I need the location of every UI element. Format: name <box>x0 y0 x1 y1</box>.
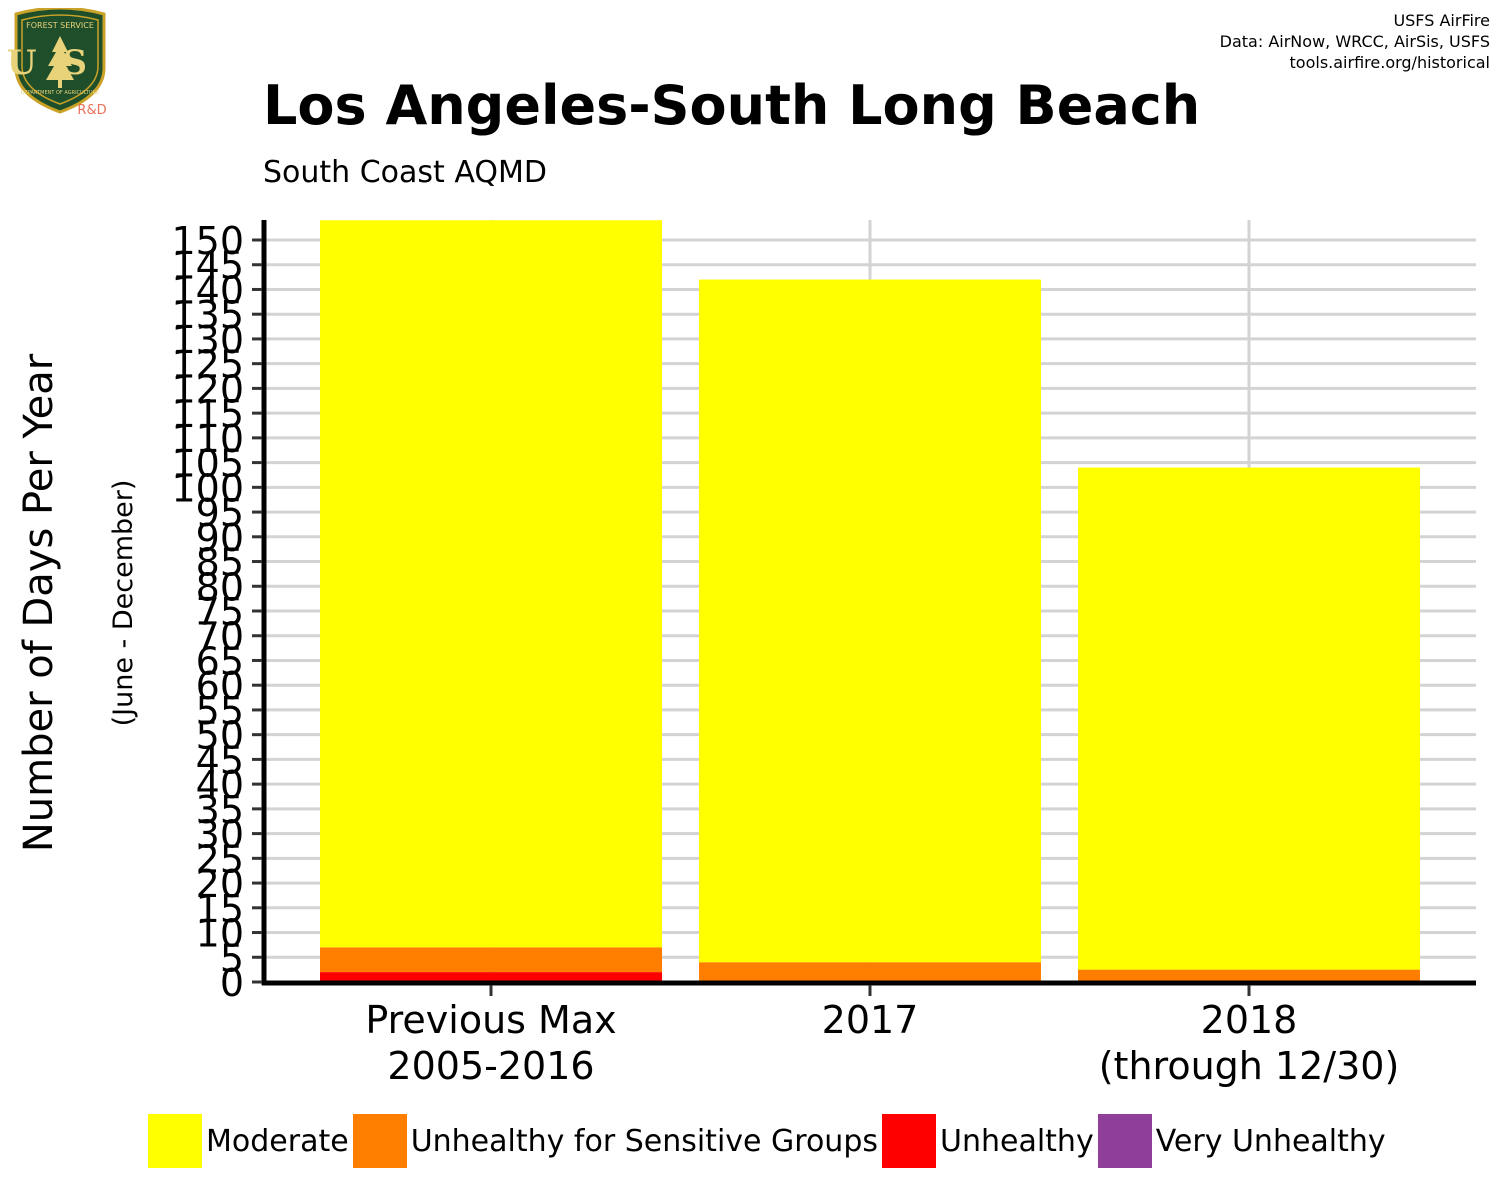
y-tick-label: 5 <box>220 936 244 980</box>
bar-segment <box>320 972 662 982</box>
bar-segment <box>320 220 662 948</box>
legend-label: Unhealthy for Sensitive Groups <box>410 1123 878 1159</box>
y-tick-label: 70 <box>196 615 244 659</box>
y-tick-label: 45 <box>196 738 244 782</box>
legend: Moderate Unhealthy for Sensitive Groups Un… <box>148 1113 1390 1169</box>
logo-rd-tag: R&D <box>77 103 106 118</box>
x-tick-label: 2005-2016 <box>387 1044 594 1088</box>
legend-swatch <box>1097 1114 1152 1168</box>
y-tick-label: 10 <box>196 912 244 956</box>
y-tick-label: 135 <box>171 293 244 337</box>
y-tick-label: 145 <box>171 244 244 288</box>
y-tick-label: 30 <box>196 813 244 857</box>
y-tick-label: 130 <box>171 318 244 362</box>
y-tick-label: 105 <box>171 442 244 486</box>
chart-title: Los Angeles-South Long Beach <box>263 74 1201 137</box>
y-tick-label: 35 <box>196 788 244 832</box>
bar-segment <box>320 947 662 973</box>
logo-letters: US <box>8 43 112 83</box>
y-tick-label: 110 <box>171 417 244 461</box>
y-tick-label: 125 <box>171 343 244 387</box>
y-tick-label: 25 <box>196 837 244 881</box>
y-tick-label: 75 <box>196 590 244 634</box>
y-tick-label: 150 <box>171 219 244 263</box>
legend-swatch <box>352 1114 407 1168</box>
legend-item: Moderate <box>148 1114 349 1168</box>
legend-item: Unhealthy for Sensitive Groups <box>352 1114 878 1168</box>
y-tick-label: 115 <box>171 392 244 436</box>
credits-block: USFS AirFire Data: AirNow, WRCC, AirSis,… <box>1220 10 1490 73</box>
y-tick-label: 0 <box>220 961 244 1005</box>
y-tick-label: 20 <box>196 862 244 906</box>
y-tick-label: 90 <box>196 516 244 560</box>
legend-item: Unhealthy <box>882 1114 1094 1168</box>
legend-swatch <box>882 1114 936 1168</box>
y-tick-label: 140 <box>171 268 244 312</box>
y-tick-label: 50 <box>196 714 244 758</box>
bar-segment <box>699 962 1041 982</box>
y-axis-sublabel: (June - December) <box>108 480 139 727</box>
x-tick-label: Previous Max <box>365 998 616 1042</box>
y-tick-label: 80 <box>196 565 244 609</box>
y-tick-labels: 0510152025303540455055606570758085909510… <box>171 219 262 1005</box>
bar-segment <box>699 279 1041 963</box>
legend-item: Very Unhealthy <box>1097 1114 1386 1168</box>
x-tick-label: 2017 <box>822 998 919 1042</box>
axes <box>261 220 1476 986</box>
credit-line: USFS AirFire <box>1393 11 1490 30</box>
bar-segment <box>1078 467 1420 970</box>
y-tick-label: 55 <box>196 689 244 733</box>
forest-service-logo: FOREST SERVICE US DEPARTMENT OF AGRICULT… <box>8 8 112 118</box>
credit-line: Data: AirNow, WRCC, AirSis, USFS <box>1219 32 1490 51</box>
logo-bottom-text: DEPARTMENT OF AGRICULTURE <box>21 90 99 96</box>
y-axis-label: Number of Days Per Year <box>16 353 62 852</box>
y-tick-label: 65 <box>196 639 244 683</box>
legend-label: Moderate <box>206 1123 349 1159</box>
y-tick-label: 120 <box>171 367 244 411</box>
y-tick-label: 40 <box>196 763 244 807</box>
y-tick-label: 15 <box>196 887 244 931</box>
x-tick-label: 2018 <box>1201 998 1298 1042</box>
x-tick-label: (through 12/30) <box>1099 1044 1400 1088</box>
y-tick-label: 100 <box>171 466 244 510</box>
bars <box>320 220 1420 982</box>
logo-top-text: FOREST SERVICE <box>26 21 94 30</box>
credit-line: tools.airfire.org/historical <box>1289 53 1490 72</box>
chart-subtitle: South Coast AQMD <box>263 155 547 190</box>
y-tick-label: 60 <box>196 664 244 708</box>
legend-swatch <box>148 1114 202 1168</box>
bar-segment <box>1078 969 1420 982</box>
y-tick-label: 85 <box>196 541 244 585</box>
legend-label: Very Unhealthy <box>1155 1123 1386 1159</box>
y-tick-label: 95 <box>196 491 244 535</box>
legend-label: Unhealthy <box>940 1123 1094 1159</box>
